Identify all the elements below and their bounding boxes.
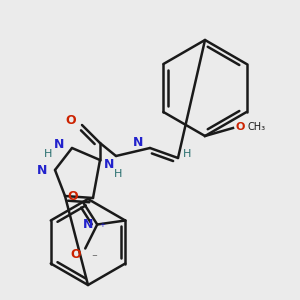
Text: O: O [68, 190, 78, 203]
Text: ⁻: ⁻ [91, 254, 97, 263]
Text: N: N [133, 136, 143, 149]
Text: N: N [37, 164, 47, 176]
Text: H: H [44, 149, 52, 159]
Text: O: O [65, 115, 76, 128]
Text: H: H [183, 149, 191, 159]
Text: CH₃: CH₃ [247, 122, 265, 132]
Text: O: O [235, 122, 244, 132]
Text: +: + [99, 223, 105, 229]
Text: H: H [114, 169, 122, 179]
Text: N: N [103, 158, 114, 171]
Text: O: O [70, 248, 81, 261]
Text: N: N [54, 139, 64, 152]
Text: N: N [83, 218, 93, 231]
